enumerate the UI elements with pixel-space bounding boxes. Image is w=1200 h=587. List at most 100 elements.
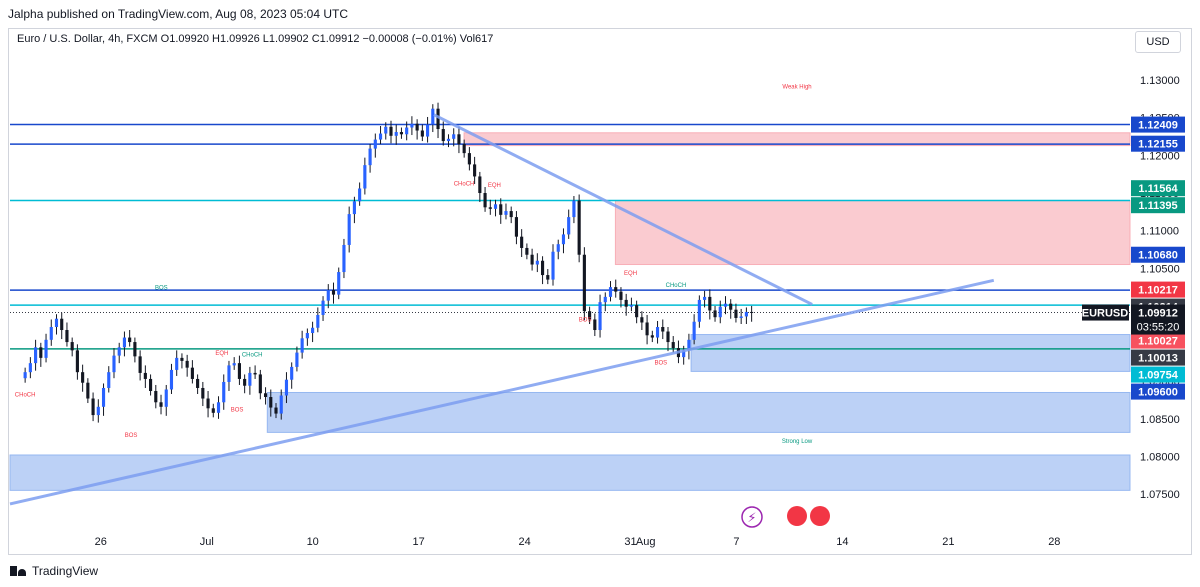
candle-body	[718, 306, 722, 318]
x-tick-label: 7	[733, 536, 739, 548]
price-badge	[1131, 281, 1185, 298]
candle-body	[394, 132, 398, 136]
x-tick-label: 31	[624, 536, 636, 548]
price-badge-label: 1.09754	[1138, 370, 1179, 382]
price-badge-label: 1.10027	[1138, 336, 1178, 348]
zone-0	[463, 132, 1131, 147]
candle-body	[216, 402, 221, 413]
candle-body	[708, 296, 712, 311]
currency-button[interactable]: USD	[1135, 31, 1181, 53]
candle-body	[316, 314, 320, 328]
candle-body	[426, 124, 430, 137]
candle-body	[614, 287, 618, 292]
annotation-label: BOS	[231, 407, 244, 413]
candle-body	[65, 330, 69, 343]
annotation-label: BOS	[155, 285, 168, 291]
candle-body	[750, 311, 754, 313]
publisher-line: Jalpha published on TradingView.com, Aug…	[8, 7, 349, 21]
candle-body	[368, 148, 372, 166]
candle-body	[101, 387, 106, 407]
candle-body	[211, 408, 215, 413]
candle-body	[520, 236, 524, 248]
candle-body	[682, 350, 686, 358]
candle-body	[729, 303, 733, 310]
candle-body	[196, 378, 200, 388]
bar-countdown-label: 03:55:20	[1137, 322, 1180, 334]
candle-body	[274, 407, 278, 414]
candle-body	[237, 363, 241, 379]
candle-body	[473, 164, 477, 177]
candle-body	[666, 331, 670, 343]
candle-body	[269, 397, 273, 408]
candle-body	[405, 127, 409, 135]
candle-body	[499, 204, 503, 215]
candle-body	[483, 193, 487, 208]
candle-body	[535, 260, 539, 265]
price-badge	[1131, 197, 1185, 214]
candle-body	[551, 251, 555, 280]
candle-body	[149, 378, 153, 391]
price-badge	[1131, 349, 1185, 366]
candle-body	[49, 327, 53, 340]
symbol-legend: Euro / U.S. Dollar, 4h, FXCM O1.09920 H1…	[17, 33, 494, 45]
candle-body	[378, 133, 383, 140]
candle-body	[703, 296, 707, 300]
candle-body	[739, 316, 743, 318]
candle-body	[227, 365, 231, 382]
candle-body	[384, 126, 388, 134]
price-badge-label: 1.11564	[1138, 183, 1178, 195]
x-tick-label: Aug	[636, 536, 656, 548]
candle-body	[525, 247, 529, 255]
candle-body	[352, 201, 356, 215]
candle-body	[86, 382, 90, 399]
symbol-tag-label: EURUSD	[1082, 308, 1129, 320]
zone-1	[614, 200, 1131, 266]
candle-body	[290, 366, 294, 380]
annotation-label: CHoCH	[666, 283, 687, 289]
candle-body	[457, 134, 461, 145]
x-tick-label: 17	[413, 536, 425, 548]
candle-body	[23, 372, 27, 379]
annotation-label: BOS	[125, 433, 138, 439]
annotation-label: BOS	[579, 318, 592, 324]
candle-body	[44, 339, 48, 358]
candle-body	[640, 317, 644, 323]
annotation-label: CHoCH	[242, 352, 263, 358]
candle-body	[540, 260, 545, 276]
candle-body	[107, 372, 111, 388]
annotation-label: EQH	[624, 271, 637, 277]
candle-body	[159, 402, 163, 407]
candle-body	[190, 367, 194, 379]
candle-body	[577, 200, 581, 255]
candle-body	[70, 342, 74, 351]
candle-body	[342, 244, 346, 273]
candle-body	[415, 123, 419, 131]
candle-body	[258, 374, 262, 394]
candle-body	[295, 352, 299, 367]
candle-body	[462, 144, 466, 154]
price-badge-label: 1.11395	[1138, 200, 1177, 212]
candle-body	[441, 129, 445, 142]
price-badge	[1131, 246, 1185, 263]
y-tick-label: 1.13000	[1140, 75, 1180, 87]
trendline-0	[9, 278, 995, 506]
candle-body	[509, 211, 513, 218]
x-tick-label: 26	[95, 536, 107, 548]
candle-body	[337, 272, 341, 295]
price-badge	[1131, 366, 1185, 383]
candle-body	[305, 333, 309, 339]
candle-body	[373, 139, 377, 149]
candle-body	[478, 176, 482, 194]
candle-body	[75, 350, 79, 373]
annotation-label: Weak High	[782, 84, 811, 90]
candle-body	[410, 123, 414, 128]
current-price-badge	[1131, 304, 1185, 335]
candle-body	[655, 327, 660, 338]
candle-body	[243, 378, 247, 386]
candle-body	[493, 204, 498, 209]
candle-body	[363, 165, 367, 189]
y-tick-label: 1.10500	[1140, 263, 1180, 275]
candle-body	[39, 347, 43, 358]
candle-body	[624, 299, 628, 307]
